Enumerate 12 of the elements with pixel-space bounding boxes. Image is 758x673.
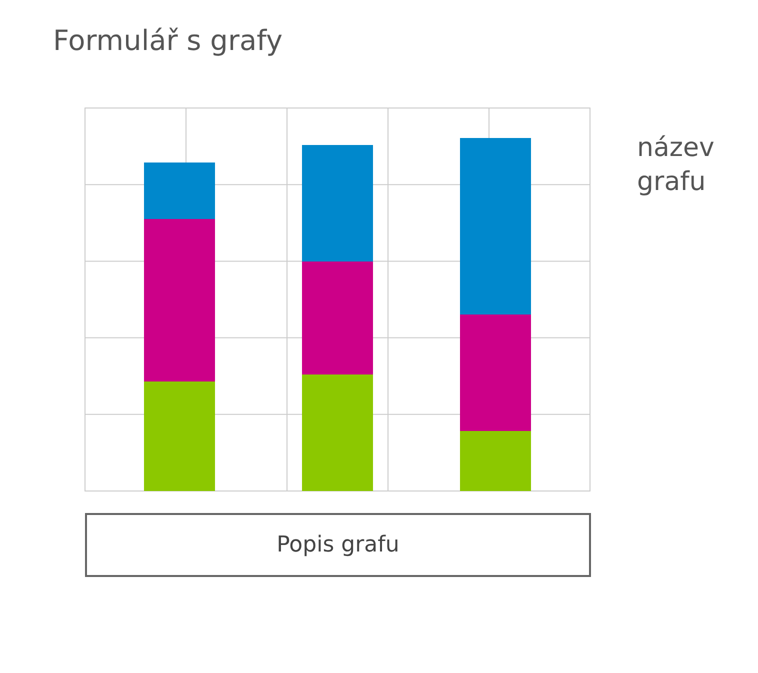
chart-title: Formulář s grafy — [53, 24, 283, 57]
bar — [302, 374, 374, 491]
bar — [144, 162, 216, 220]
bar — [302, 145, 374, 262]
text: Popis grafu — [276, 532, 400, 558]
bar — [302, 262, 374, 375]
bar — [460, 314, 531, 431]
bar — [460, 138, 531, 314]
bar — [144, 382, 216, 491]
bar — [144, 219, 216, 382]
text: název grafu — [637, 133, 714, 197]
bar — [460, 430, 531, 491]
